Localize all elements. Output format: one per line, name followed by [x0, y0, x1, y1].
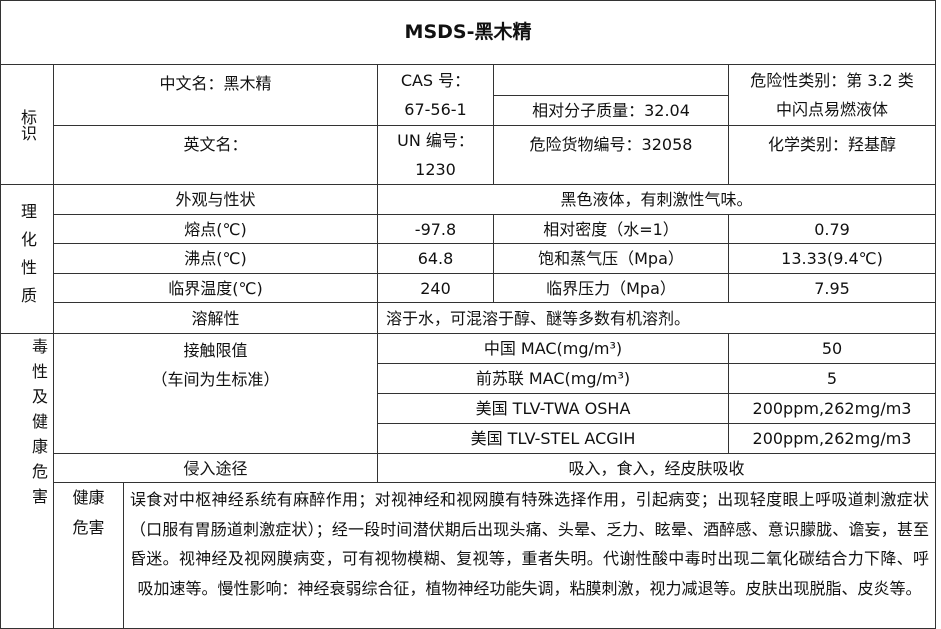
limit-value: 200ppm,262mg/m3	[728, 423, 936, 454]
prop-value: 13.33(9.4℃)	[728, 243, 936, 274]
limit-key: 中国 MAC(mg/m³)	[377, 333, 729, 364]
un-label: UN 编号：	[397, 131, 474, 150]
un-value: 1230	[415, 160, 456, 179]
health-hazard-text: 误食对中枢神经系统有麻醉作用；对视神经和视网膜有特殊选择作用，引起病变；出现轻度…	[123, 482, 936, 629]
limit-key: 美国 TLV-TWA OSHA	[377, 393, 729, 424]
limit-value: 5	[728, 363, 936, 394]
prop-value: 0.79	[728, 214, 936, 244]
prop-key: 饱和蒸气压（Mpa）	[493, 243, 729, 274]
prop-value: -97.8	[377, 214, 494, 244]
prop-value: 240	[377, 273, 494, 303]
en-name: 英文名：	[53, 125, 378, 185]
exposure-limit-label: 接触限值 （车间为生标准）	[53, 333, 378, 454]
chem-class: 化学类别：羟基醇	[728, 125, 936, 185]
document-title: MSDS-黑木精	[0, 0, 936, 65]
cas-cell: CAS 号： 67-56-1	[377, 64, 494, 126]
appearance-value: 黑色液体，有刺激性气味。	[377, 184, 936, 215]
route-value: 吸入，食入，经皮肤吸收	[377, 453, 936, 483]
un-cell: UN 编号： 1230	[377, 125, 494, 185]
prop-value: 7.95	[728, 273, 936, 303]
empty-cell	[493, 64, 729, 96]
health-hazard-label: 健康危害	[53, 482, 124, 629]
section-physchem: 理化性质	[0, 184, 54, 334]
limit-label-line1: 接触限值	[183, 341, 248, 360]
prop-key: 相对密度（水=1）	[493, 214, 729, 244]
cas-value: 67-56-1	[404, 100, 467, 119]
prop-key: 沸点(℃)	[53, 243, 378, 274]
limit-key: 美国 TLV-STEL ACGIH	[377, 423, 729, 454]
prop-value: 64.8	[377, 243, 494, 274]
solubility-label: 溶解性	[53, 302, 378, 334]
prop-key: 临界温度(℃)	[53, 273, 378, 303]
route-label: 侵入途径	[53, 453, 378, 483]
limit-label-line2: （车间为生标准）	[151, 370, 280, 389]
dangerous-goods-no: 危险货物编号：32058	[493, 125, 729, 185]
solubility-value: 溶于水，可混溶于醇、醚等多数有机溶剂。	[377, 302, 936, 334]
cn-name: 中文名：黑木精	[53, 64, 378, 126]
limit-value: 50	[728, 333, 936, 364]
limit-value: 200ppm,262mg/m3	[728, 393, 936, 424]
hazard-class-line2: 中闪点易燃液体	[775, 100, 888, 119]
appearance-label: 外观与性状	[53, 184, 378, 215]
prop-key: 临界压力（Mpa）	[493, 273, 729, 303]
cas-label: CAS 号：	[400, 71, 471, 90]
section-identity: 标识	[0, 64, 54, 185]
hazard-class: 危险性类别：第 3.2 类中闪点易燃液体	[728, 64, 936, 126]
prop-key: 熔点(℃)	[53, 214, 378, 244]
limit-key: 前苏联 MAC(mg/m³)	[377, 363, 729, 394]
hazard-class-line1: 危险性类别：第 3.2 类	[750, 71, 914, 90]
molecular-weight: 相对分子质量：32.04	[493, 95, 729, 126]
section-toxicity: 毒性及健康危害	[0, 333, 54, 629]
